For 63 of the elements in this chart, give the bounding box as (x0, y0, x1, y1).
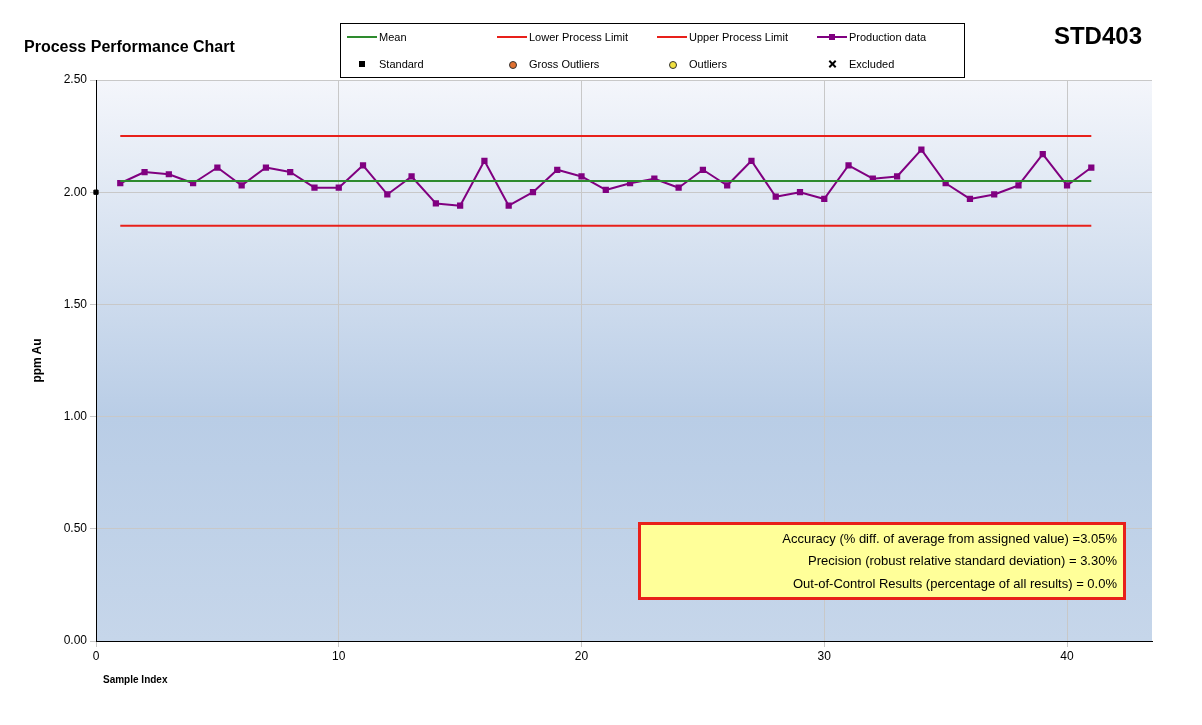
legend-label: Standard (378, 57, 425, 70)
point (796, 189, 804, 196)
legend-label: Mean (378, 31, 408, 44)
point (845, 162, 852, 169)
point (675, 184, 682, 191)
point (699, 166, 707, 173)
point (1039, 150, 1046, 158)
y-tick-label: 2.00 (63, 184, 88, 199)
point (238, 182, 245, 189)
legend-label: Upper Process Limit (688, 31, 790, 44)
point (93, 189, 99, 195)
x-tick-label: 0 (92, 648, 100, 663)
annotation: Out-of-Control Results (percentage of all results) = 0.0% (791, 576, 1117, 592)
point (1015, 182, 1022, 189)
legend-label: Excluded (848, 57, 896, 70)
x-axis-title: Sample Index (103, 673, 168, 685)
x-tick-label: 20 (574, 648, 589, 663)
x-tick-label: 10 (332, 648, 346, 663)
annotation: Accuracy (% diff. of average from assigned value) =3.05% (781, 530, 1117, 546)
point (724, 182, 731, 189)
annotation: Precision (robust relative standard deviation) = 3.30% (807, 553, 1117, 569)
point (821, 195, 828, 203)
point (1063, 182, 1071, 189)
legend-label: Outliers (688, 57, 728, 70)
point (1088, 164, 1095, 171)
point (893, 173, 901, 180)
legend-label: Lower Process Limit (528, 31, 630, 44)
point (311, 184, 318, 191)
point (529, 189, 537, 196)
point (991, 191, 998, 198)
y-tick-label: 1.00 (63, 408, 88, 423)
point (578, 173, 585, 180)
chart-title: Process Performance Chart (24, 38, 236, 56)
point (481, 157, 488, 164)
point (287, 168, 294, 176)
point (457, 202, 464, 209)
point (359, 162, 367, 169)
point (748, 157, 755, 164)
legend-label: Production data (848, 31, 928, 44)
y-tick-label: 2.50 (63, 72, 88, 87)
point (335, 184, 342, 191)
y-axis-title: ppm Au (30, 338, 45, 383)
point (384, 191, 391, 198)
point (262, 164, 270, 171)
y-tick-label: 1.50 (63, 296, 88, 311)
point (214, 164, 221, 171)
point (772, 193, 779, 200)
point (918, 146, 925, 153)
point (554, 166, 561, 173)
text: STD403 (1053, 22, 1142, 50)
legend-label: Gross Outliers (528, 57, 601, 70)
note-box: Accuracy (% diff. of average from assigned value) =3.05% Precision (robust relative standard deviation) = 3.30% Out-of-Control Results (percentage of all results) = 0.0% (638, 522, 1126, 600)
y-tick-label: 0.50 (63, 521, 88, 536)
x-tick-label: 30 (817, 648, 832, 663)
point (432, 200, 439, 207)
point (165, 171, 172, 178)
x-tick-label: 40 (1060, 648, 1075, 663)
point (505, 202, 512, 209)
point (408, 173, 415, 180)
point (602, 186, 609, 194)
y-tick-label: 0.00 (63, 633, 88, 648)
point (141, 168, 148, 176)
point (966, 195, 974, 203)
